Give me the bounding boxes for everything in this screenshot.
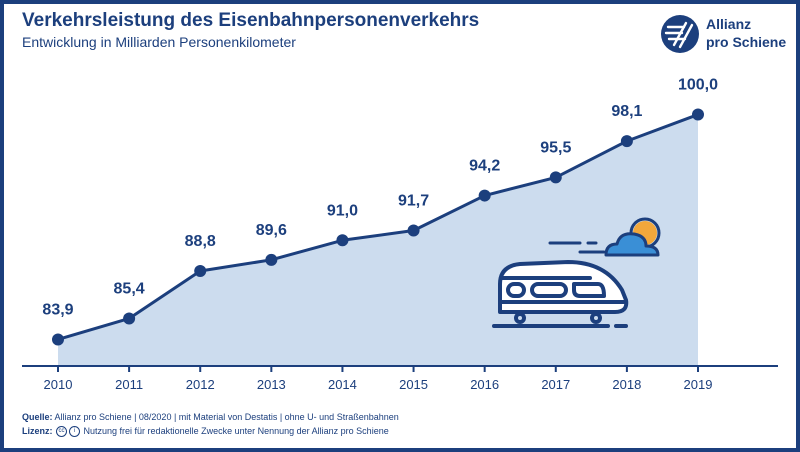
data-point-2013: [265, 253, 278, 266]
data-point-2014: [336, 234, 349, 247]
x-tick-label-2013: 2013: [257, 377, 286, 392]
source-line: Quelle: Allianz pro Schiene | 08/2020 | …: [22, 412, 399, 422]
data-point-2017: [549, 171, 562, 184]
data-point-2010: [52, 333, 64, 346]
series-line: [57, 113, 699, 341]
data-label-2016: 94,2: [469, 158, 500, 175]
logo-line-1: Allianz: [706, 16, 752, 32]
allianz-logo: Allianz pro Schiene: [660, 14, 790, 58]
data-label-2017: 95,5: [540, 139, 571, 156]
logo-icon: [661, 15, 699, 53]
x-tick-label-2011: 2011: [115, 377, 143, 392]
x-tick-label-2014: 2014: [328, 377, 357, 392]
logo-text: Allianz pro Schiene: [706, 15, 786, 51]
data-label-2010: 83,9: [42, 301, 73, 318]
x-tick-label-2017: 2017: [541, 377, 570, 392]
x-tick-label-2016: 2016: [470, 377, 499, 392]
x-tick-label-2018: 2018: [612, 377, 641, 392]
chart-title: Verkehrsleistung des Eisenbahnpersonenve…: [22, 10, 480, 31]
train-icon: [492, 260, 629, 328]
source-text: Allianz pro Schiene | 08/2020 | mit Mate…: [54, 412, 399, 422]
by-icon: i: [69, 426, 81, 438]
train-illustration: [492, 217, 661, 328]
data-point-2011: [123, 312, 136, 325]
data-label-2011: 85,4: [114, 281, 145, 298]
data-label-2018: 98,1: [611, 103, 642, 120]
data-point-2016: [478, 189, 491, 202]
x-tick-label-2010: 2010: [44, 377, 73, 392]
license-text: Nutzung frei für redaktionelle Zwecke un…: [83, 426, 389, 436]
x-tick-label-2012: 2012: [186, 377, 215, 392]
data-label-2019: 100,0: [678, 77, 718, 94]
data-label-2012: 88,8: [185, 233, 216, 250]
x-tick-label-2019: 2019: [684, 377, 713, 392]
data-label-2013: 89,6: [256, 222, 287, 239]
data-label-2015: 91,7: [398, 192, 429, 209]
data-label-2014: 91,0: [327, 202, 358, 219]
chart-subtitle: Entwicklung in Milliarden Personenkilome…: [22, 34, 296, 50]
data-point-2019: [692, 108, 704, 121]
x-tick-label-2015: 2015: [399, 377, 428, 392]
data-point-2012: [194, 265, 207, 278]
cc-icon: cc: [56, 426, 68, 438]
license-line: Lizenz: cc i Nutzung frei für redaktionel…: [22, 426, 389, 438]
cloud-sun-icon: [548, 217, 661, 257]
logo-line-2: pro Schiene: [706, 34, 787, 50]
source-label: Quelle:: [22, 412, 53, 422]
license-label: Lizenz:: [22, 426, 53, 436]
data-point-2018: [620, 135, 633, 148]
data-point-2015: [407, 224, 420, 237]
